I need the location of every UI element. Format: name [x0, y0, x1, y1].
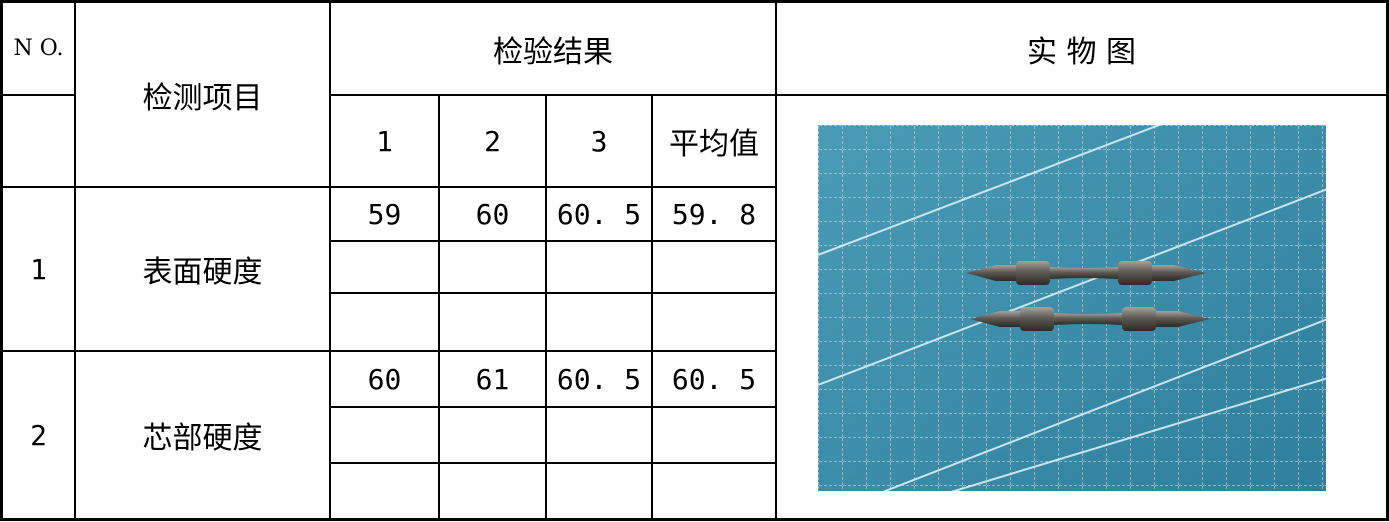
rule	[330, 292, 776, 294]
value-cell: 59	[367, 197, 402, 231]
test-item: 表面硬度	[142, 255, 263, 290]
bit-bottom	[970, 307, 1210, 331]
col-header-3: 3	[590, 124, 608, 158]
border-bottom	[0, 518, 1389, 521]
average-cell	[653, 242, 775, 292]
value-cell: 60. 5	[556, 362, 642, 396]
rule	[74, 0, 76, 521]
row-number: 1	[30, 252, 47, 286]
rule	[330, 94, 1389, 96]
value-cell	[547, 242, 651, 292]
value-cell	[440, 464, 545, 518]
rule	[329, 0, 331, 521]
value-cell: 60. 5	[556, 197, 642, 231]
value-cell	[547, 294, 651, 350]
rule	[0, 350, 776, 352]
no-header: N O.	[13, 36, 64, 61]
value-cell: 61	[475, 362, 510, 396]
average-cell: 59. 8	[671, 197, 757, 231]
average-cell	[653, 408, 775, 462]
col-header-average: 平均值	[669, 127, 759, 162]
border-right	[1386, 0, 1389, 521]
value-cell	[331, 294, 438, 350]
rule	[775, 0, 777, 521]
value-cell	[440, 294, 545, 350]
value-cell: 60	[367, 362, 402, 396]
value-cell	[547, 408, 651, 462]
value-cell	[331, 408, 438, 462]
average-cell: 60. 5	[671, 362, 757, 396]
row-number: 2	[30, 418, 47, 452]
value-cell	[331, 464, 438, 518]
results-header: 检验结果	[493, 34, 613, 70]
rule	[330, 462, 776, 464]
col-header-1: 1	[376, 124, 393, 158]
value-cell	[440, 408, 545, 462]
item-header: 检测项目	[142, 80, 263, 116]
rule	[330, 240, 776, 242]
value-cell	[331, 242, 438, 292]
rule	[0, 186, 776, 188]
average-cell	[653, 294, 775, 350]
bit-top	[966, 261, 1206, 285]
rule	[0, 94, 75, 96]
screwdriver-bits-photo-icon	[818, 125, 1326, 491]
border-top	[0, 0, 1389, 3]
value-cell: 60	[475, 197, 510, 231]
photo-header: 实 物 图	[1026, 34, 1137, 70]
border-left	[0, 0, 3, 521]
test-item: 芯部硬度	[142, 421, 263, 456]
rule	[651, 94, 653, 521]
rule	[438, 94, 440, 521]
col-header-2: 2	[484, 124, 501, 158]
sample-photo	[818, 125, 1326, 491]
value-cell	[440, 242, 545, 292]
rule	[545, 94, 547, 521]
value-cell	[547, 464, 651, 518]
rule	[330, 406, 776, 408]
average-cell	[653, 464, 775, 518]
